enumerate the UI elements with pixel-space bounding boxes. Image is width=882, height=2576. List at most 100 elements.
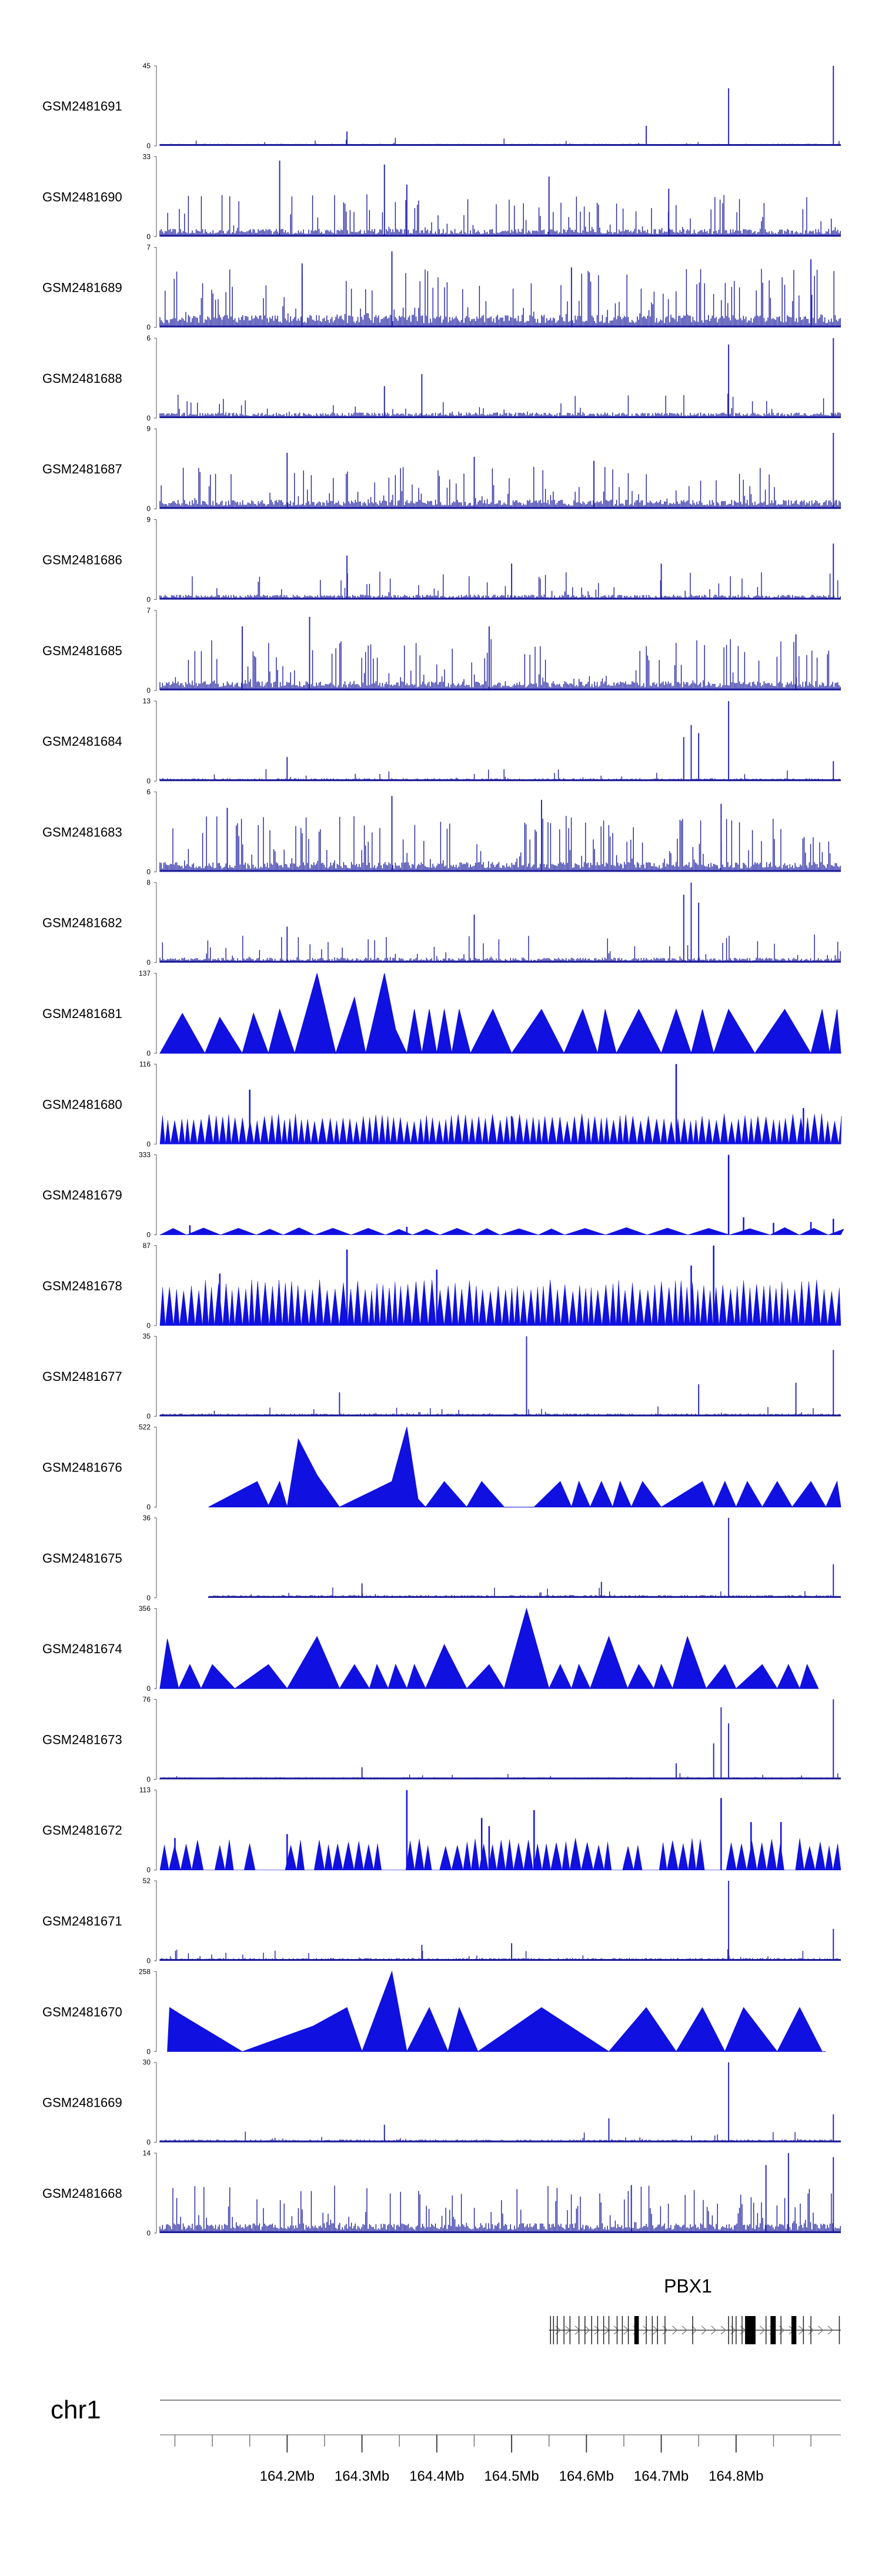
signal-spikes xyxy=(361,1517,834,1598)
track-label: GSM2481682 xyxy=(42,916,122,930)
y-min-label: 0 xyxy=(146,777,151,785)
y-max-label: 36 xyxy=(143,1514,151,1522)
signal-bars xyxy=(159,572,841,600)
track-GSM2481688: GSM2481688 6 0 xyxy=(42,334,841,422)
y-min-label: 0 xyxy=(146,2229,151,2237)
strand-arrow xyxy=(827,2325,834,2335)
y-max-label: 258 xyxy=(139,1967,151,1976)
track-label: GSM2481676 xyxy=(42,1460,122,1475)
track-GSM2481671: GSM2481671 52 0 xyxy=(42,1877,841,1965)
track-GSM2481683: GSM2481683 6 0 xyxy=(42,788,841,876)
tick-label: 164.7Mb xyxy=(634,2468,689,2484)
track-label: GSM2481689 xyxy=(42,281,122,295)
y-min-label: 0 xyxy=(146,232,151,241)
y-min-label: 0 xyxy=(146,142,151,150)
y-min-label: 0 xyxy=(146,323,151,332)
track-label: GSM2481674 xyxy=(42,1641,122,1656)
y-min-label: 0 xyxy=(146,867,151,876)
gene-coding-exon xyxy=(770,2316,776,2344)
track-GSM2481677: GSM2481677 35 0 xyxy=(42,1332,841,1420)
y-min-label: 0 xyxy=(146,1957,151,1965)
signal-spikes xyxy=(361,1699,834,1780)
y-max-label: 45 xyxy=(143,62,151,70)
signal-baseline xyxy=(160,144,841,146)
y-max-label: 8 xyxy=(146,879,151,887)
chromosome-label: chr1 xyxy=(51,2395,101,2424)
track-GSM2481676: GSM2481676 522 0 xyxy=(42,1423,841,1511)
strand-arrow xyxy=(574,2325,580,2335)
signal-baseline xyxy=(160,325,841,328)
y-min-label: 0 xyxy=(146,1594,151,1602)
signal-spikes xyxy=(383,338,834,418)
y-min-label: 0 xyxy=(146,1231,151,1239)
track-GSM2481675: GSM2481675 36 0 xyxy=(42,1514,841,1602)
y-min-label: 0 xyxy=(146,1140,151,1148)
sawtooth-area xyxy=(159,1113,842,1144)
signal-baseline xyxy=(160,779,841,782)
signal-baseline xyxy=(160,1777,841,1780)
y-max-label: 9 xyxy=(146,516,151,524)
y-max-label: 30 xyxy=(143,2058,151,2067)
tick-label: 164.6Mb xyxy=(559,2468,614,2484)
major-ticks: 164.2Mb 164.3Mb 164.4Mb 164.5Mb 164.6Mb 164.7… xyxy=(260,2435,764,2484)
signal-baseline xyxy=(160,416,841,418)
peak-area xyxy=(167,1970,826,2053)
y-min-label: 0 xyxy=(146,1049,151,1057)
signal-spikes xyxy=(346,66,834,146)
minor-ticks xyxy=(174,2435,811,2447)
track-label: GSM2481690 xyxy=(42,189,122,204)
track-GSM2481669: GSM2481669 30 0 xyxy=(42,2058,841,2147)
track-GSM2481681: GSM2481681 137 0 xyxy=(42,969,841,1057)
track-label: GSM2481684 xyxy=(42,734,122,749)
y-min-label: 0 xyxy=(146,2138,151,2147)
y-max-label: 76 xyxy=(143,1695,151,1703)
track-GSM2481678: GSM2481678 87 0 xyxy=(42,1242,841,1330)
signal-bars xyxy=(159,269,841,328)
signal-bars xyxy=(159,769,841,782)
signal-spikes xyxy=(383,2062,834,2143)
y-max-label: 14 xyxy=(143,2149,151,2157)
y-min-label: 0 xyxy=(146,596,151,604)
track-label: GSM2481669 xyxy=(42,2095,122,2110)
y-max-label: 137 xyxy=(139,969,151,977)
y-min-label: 0 xyxy=(146,414,151,422)
signal-spikes xyxy=(346,543,834,600)
track-GSM2481689: GSM2481689 7 0 xyxy=(42,243,841,332)
strand-arrow xyxy=(720,2325,727,2335)
y-max-label: 116 xyxy=(139,1060,151,1068)
y-max-label: 7 xyxy=(146,606,151,615)
sawtooth-area xyxy=(159,1227,844,1235)
track-GSM2481670: GSM2481670 258 0 xyxy=(42,1967,826,2056)
signal-spikes xyxy=(286,433,834,509)
track-label: GSM2481670 xyxy=(42,2004,122,2019)
strand-arrow xyxy=(672,2325,678,2335)
strand-arrow xyxy=(662,2325,668,2335)
signal-bars xyxy=(159,935,841,963)
y-min-label: 0 xyxy=(146,1412,151,1420)
y-max-label: 6 xyxy=(146,788,151,796)
signal-spikes xyxy=(226,796,722,872)
signal-spikes xyxy=(286,701,834,782)
signal-spikes xyxy=(301,251,812,328)
track-label: GSM2481671 xyxy=(42,1914,122,1928)
signal-tracks: GSM2481691450GSM2481690330GSM248168970GS… xyxy=(42,62,844,2237)
signal-spikes xyxy=(421,1881,834,1961)
track-label: GSM2481668 xyxy=(42,2186,122,2201)
y-max-label: 7 xyxy=(146,243,151,252)
sawtooth-area xyxy=(159,1838,841,1870)
track-label: GSM2481681 xyxy=(42,1006,122,1021)
gene-label: PBX1 xyxy=(664,2275,712,2297)
track-label: GSM2481678 xyxy=(42,1279,122,1293)
track-label: GSM2481691 xyxy=(42,99,122,114)
signal-baseline xyxy=(160,688,841,690)
peak-area xyxy=(208,1427,841,1508)
gene-model xyxy=(549,2316,841,2344)
track-GSM2481680: GSM2481680 116 0 xyxy=(42,1060,842,1148)
track-label: GSM2481685 xyxy=(42,643,122,658)
y-max-label: 33 xyxy=(143,152,151,161)
signal-bars xyxy=(159,194,841,237)
y-min-label: 0 xyxy=(146,1775,151,1783)
signal-bars xyxy=(159,2185,841,2233)
track-label: GSM2481683 xyxy=(42,825,122,839)
signal-spikes xyxy=(249,1064,804,1144)
